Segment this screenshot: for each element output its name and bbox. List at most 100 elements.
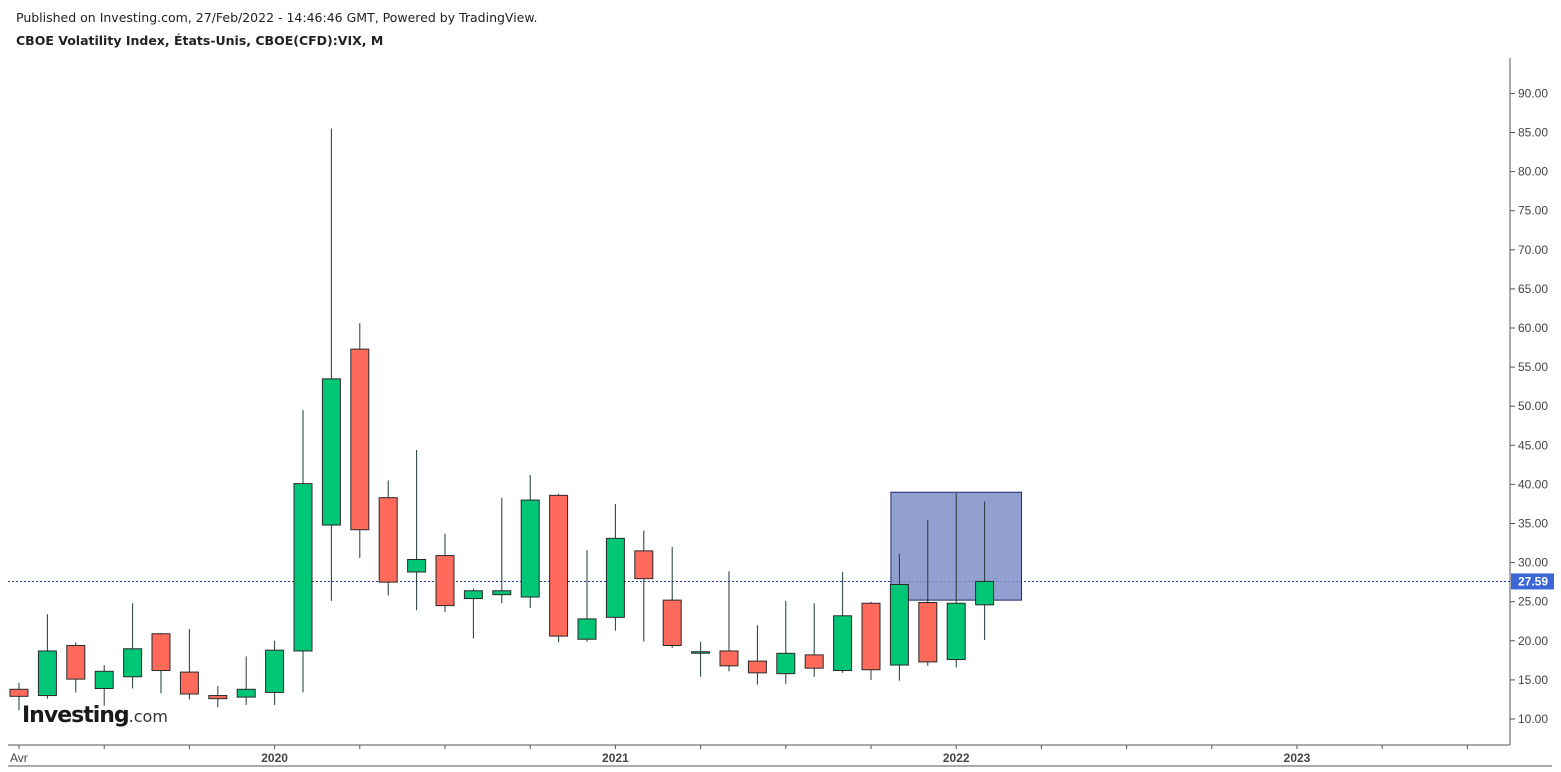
- candle: [918, 519, 938, 666]
- y-tick-label: 30.00: [1518, 556, 1548, 570]
- y-tick-label: 85.00: [1518, 126, 1548, 140]
- candle-body: [378, 497, 398, 583]
- candle-body: [9, 688, 29, 697]
- candle: [293, 410, 313, 693]
- candle: [634, 530, 654, 642]
- candle-body: [492, 590, 512, 596]
- candle-body: [662, 599, 682, 646]
- candle: [549, 493, 569, 643]
- y-tick-label: 55.00: [1518, 360, 1548, 374]
- candle-body: [407, 558, 427, 573]
- candle-body: [179, 671, 199, 695]
- x-tick-label: 2020: [261, 751, 288, 765]
- candle: [719, 571, 739, 672]
- candle-body: [435, 555, 455, 607]
- candle: [605, 503, 625, 631]
- candle: [804, 603, 824, 677]
- candle-body: [208, 695, 228, 700]
- candle: [123, 603, 143, 689]
- candle-body: [946, 602, 966, 661]
- candle-body: [719, 650, 739, 667]
- logo-suffix: .com: [128, 707, 168, 726]
- candle-body: [861, 602, 881, 671]
- candle-body: [236, 688, 256, 698]
- candle-body: [747, 660, 767, 674]
- candle-body: [520, 499, 540, 598]
- candle: [378, 480, 398, 596]
- candle: [66, 642, 86, 693]
- candle-body: [691, 651, 711, 654]
- candles-layer: [9, 128, 995, 711]
- y-tick-label: 90.00: [1518, 86, 1548, 100]
- candle-body: [37, 650, 57, 697]
- candle-body: [889, 583, 909, 666]
- candle-body: [918, 601, 938, 663]
- candle: [151, 632, 171, 694]
- investing-logo: Investing.com: [22, 703, 168, 728]
- candle: [833, 571, 853, 673]
- candle-body: [66, 644, 86, 680]
- x-tick-label: 2021: [602, 751, 629, 765]
- x-tick-label: Avr: [10, 751, 28, 765]
- candle: [407, 449, 427, 611]
- candle: [94, 665, 114, 706]
- candle-body: [94, 670, 114, 690]
- y-tick-label: 40.00: [1518, 477, 1548, 491]
- last-price-label: 27.59: [1518, 574, 1548, 588]
- candle: [179, 629, 199, 700]
- candle: [861, 601, 881, 680]
- last-price-badge: [1511, 573, 1554, 590]
- candle-body: [265, 649, 285, 693]
- y-tick-label: 35.00: [1518, 517, 1548, 531]
- y-tick-label: 20.00: [1518, 634, 1548, 648]
- y-tick-label: 45.00: [1518, 438, 1548, 452]
- y-tick-label: 65.00: [1518, 282, 1548, 296]
- candle-body: [975, 580, 995, 606]
- candle: [463, 588, 483, 639]
- y-tick-label: 15.00: [1518, 673, 1548, 687]
- candle-body: [151, 633, 171, 672]
- candle-body: [634, 550, 654, 580]
- published-info: Published on Investing.com, 27/Feb/2022 …: [16, 10, 538, 25]
- candle-body: [463, 590, 483, 600]
- candle: [350, 323, 370, 558]
- candle-body: [350, 348, 370, 531]
- axes-layer: 10.00 15.00 20.00 25.00 30.00 35.00 40.00 45.00…: [8, 58, 1554, 767]
- chart-title: CBOE Volatility Index, États-Unis, CBOE(…: [16, 33, 384, 48]
- y-tick-label: 70.00: [1518, 243, 1548, 257]
- candle: [265, 640, 285, 705]
- y-tick-label: 80.00: [1518, 165, 1548, 179]
- candle: [662, 546, 682, 648]
- candle-body: [776, 652, 796, 675]
- candle-body: [605, 537, 625, 618]
- candle-body: [833, 615, 853, 672]
- candle: [37, 614, 57, 699]
- y-tick-label: 10.00: [1518, 712, 1548, 726]
- candle: [776, 600, 796, 684]
- logo-text: Investing: [22, 703, 130, 728]
- candle-body: [804, 654, 824, 669]
- y-tick-label: 25.00: [1518, 595, 1548, 609]
- candle: [321, 128, 341, 601]
- y-tick-label: 50.00: [1518, 399, 1548, 413]
- x-tick-label: 2022: [943, 751, 970, 765]
- candle: [520, 475, 540, 608]
- candle-body: [293, 483, 313, 652]
- candle: [975, 501, 995, 641]
- candle: [9, 683, 29, 711]
- candle: [946, 493, 966, 668]
- x-tick-label: 2023: [1284, 751, 1311, 765]
- candle: [747, 625, 767, 685]
- candle: [577, 550, 597, 642]
- candle: [691, 641, 711, 677]
- y-tick-label: 75.00: [1518, 204, 1548, 218]
- candle-body: [549, 494, 569, 637]
- candle-body: [577, 618, 597, 640]
- candle: [435, 533, 455, 612]
- candle: [208, 686, 228, 708]
- candle: [236, 656, 256, 705]
- candle: [492, 497, 512, 604]
- candle-body: [123, 648, 143, 678]
- candle-body: [321, 378, 341, 526]
